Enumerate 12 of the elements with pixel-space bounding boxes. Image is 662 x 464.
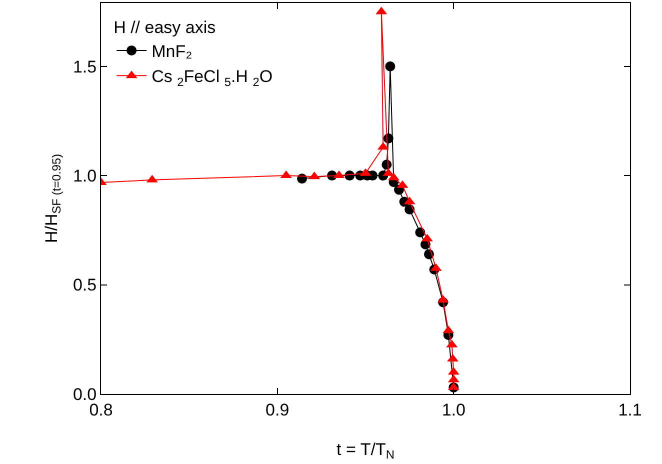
x-axis-title: t = T/T$_{N}$ — [336, 440, 394, 462]
y-tick-label: 1.5 — [72, 57, 97, 76]
x-tick-label: 1.1 — [618, 400, 642, 420]
x-tick-label: 1.0 — [442, 400, 466, 420]
point — [385, 61, 396, 72]
y-tick-label: 0.5 — [72, 276, 97, 295]
x-tick-label: 0.9 — [266, 400, 290, 420]
legend-title: H // easy axis — [114, 18, 216, 37]
point — [415, 227, 426, 238]
y-tick-label: 1.0 — [72, 166, 97, 186]
legend-label: Cs $_{2}$FeCl $_{5}$.H $_{2}$O — [152, 67, 273, 89]
legend-label: MnF₂ — [152, 42, 192, 62]
